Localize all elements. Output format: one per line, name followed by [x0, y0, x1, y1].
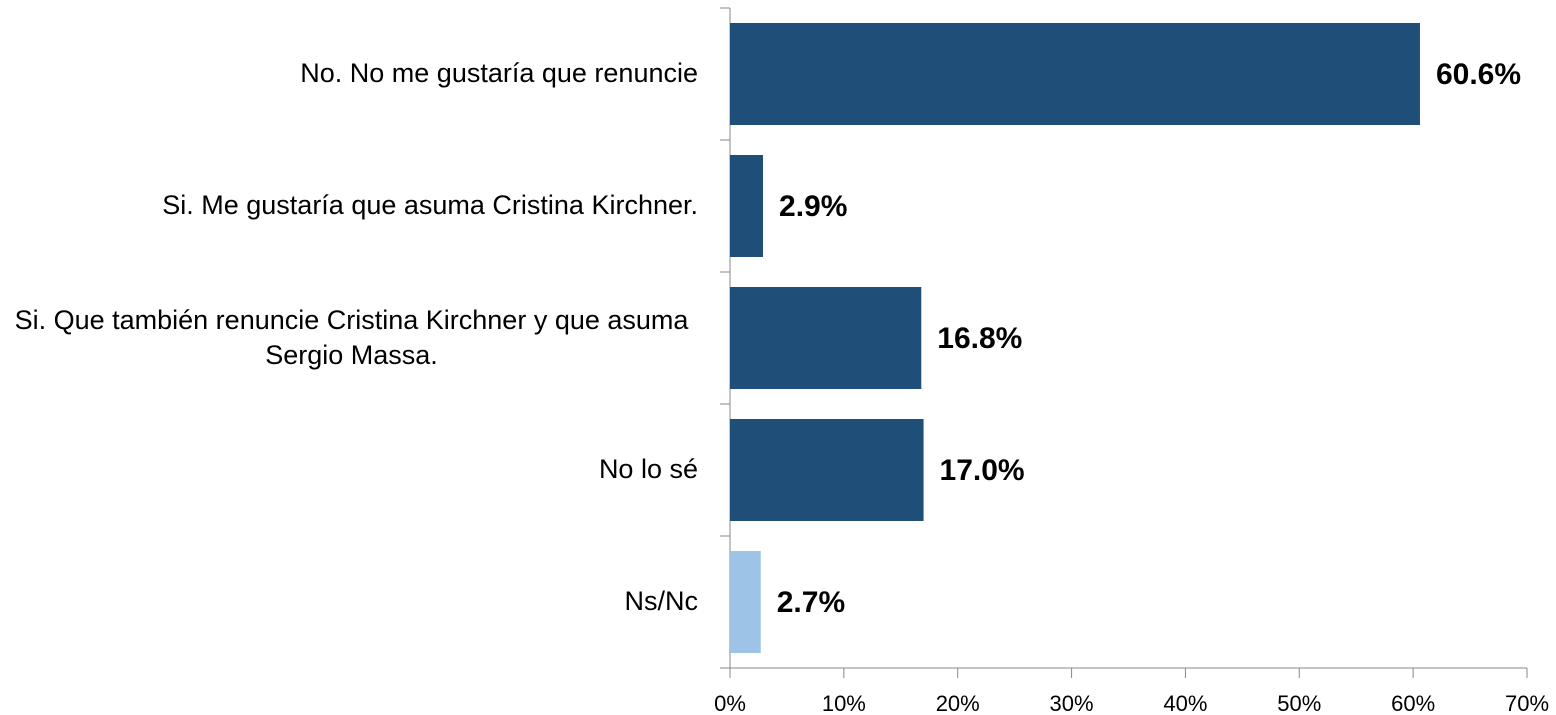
category-label: Ns/Nc	[5, 536, 699, 668]
category-label-text: Si. Me gustaría que asuma Cristina Kirch…	[162, 190, 698, 221]
x-tick-label: 20%	[936, 691, 980, 715]
category-label: Si. Que también renuncie Cristina Kirchn…	[5, 272, 698, 404]
x-tick-label: 70%	[1505, 691, 1549, 715]
category-label: Si. Me gustaría que asuma Cristina Kirch…	[5, 140, 698, 272]
category-label-text: Ns/Nc	[624, 586, 699, 617]
category-label-box: No. No me gustaría que renuncie	[5, 8, 698, 140]
value-label: 17.0%	[940, 454, 1025, 487]
category-label-box: No lo sé	[5, 404, 698, 536]
x-tick-label: 30%	[1050, 691, 1094, 715]
category-label-box: Si. Me gustaría que asuma Cristina Kirch…	[5, 140, 698, 272]
category-label: No. No me gustaría que renuncie	[5, 8, 698, 140]
x-tick-label: 50%	[1277, 691, 1321, 715]
value-label: 2.7%	[777, 586, 845, 619]
bar	[730, 155, 764, 257]
category-label-text: Si. Que también renuncie Cristina Kirchn…	[14, 304, 689, 370]
category-label-text: No. No me gustaría que renuncie	[300, 58, 698, 89]
value-label: 16.8%	[937, 322, 1022, 355]
category-label-text: No lo sé	[598, 454, 698, 485]
value-label: 60.6%	[1436, 58, 1521, 91]
x-tick-label: 10%	[822, 691, 866, 715]
value-label: 2.9%	[779, 190, 847, 223]
category-label: No lo sé	[5, 404, 698, 536]
x-tick-label: 40%	[1163, 691, 1207, 715]
category-label-box: Ns/Nc	[5, 536, 699, 668]
bar	[730, 419, 924, 521]
bar	[730, 551, 761, 653]
x-tick-label: 0%	[714, 691, 746, 715]
category-label-box: Si. Que también renuncie Cristina Kirchn…	[5, 272, 698, 404]
bar	[730, 287, 922, 389]
x-tick-label: 60%	[1391, 691, 1435, 715]
bar	[730, 23, 1420, 125]
